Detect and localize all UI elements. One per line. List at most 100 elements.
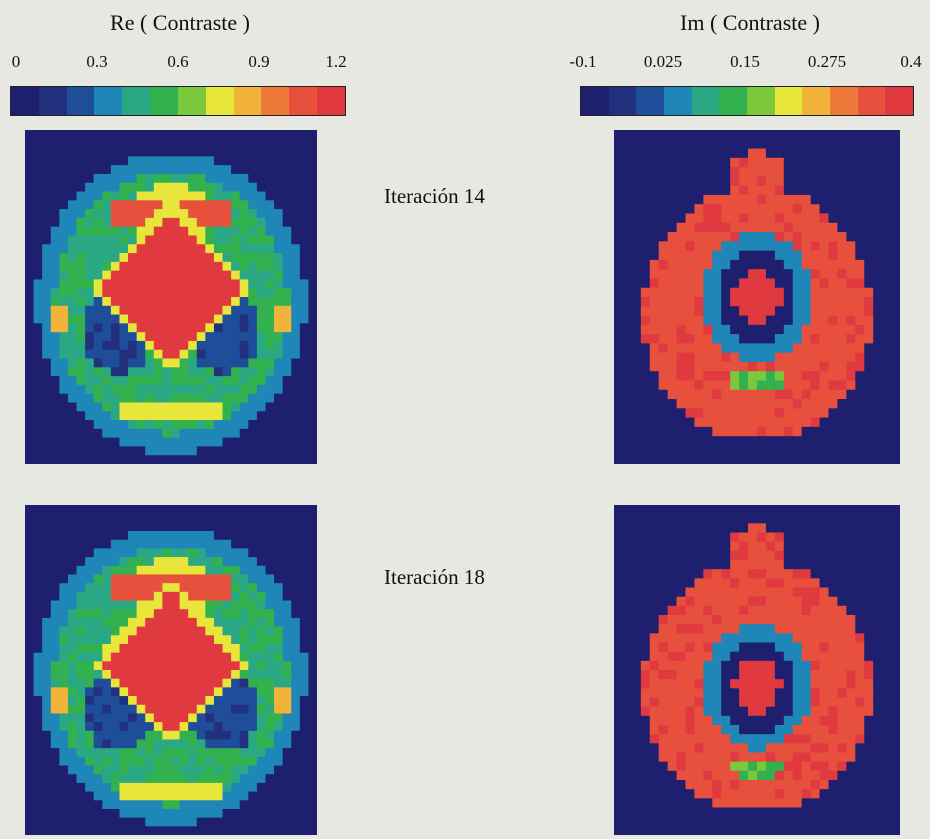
heatmap-cell [774, 222, 785, 233]
heatmap-cell [179, 323, 189, 333]
heatmap-cell [703, 734, 713, 744]
heatmap-cell [179, 297, 189, 307]
heatmap-cell [85, 782, 95, 792]
heatmap-cell [205, 635, 215, 645]
heatmap-cell [67, 130, 77, 140]
heatmap-cell [837, 334, 847, 344]
heatmap-cell [153, 539, 163, 549]
heatmap-cell [102, 209, 112, 219]
heatmap-cell [196, 800, 206, 810]
heatmap-cell [33, 652, 43, 662]
heatmap-cell [640, 269, 651, 279]
heatmap-cell [703, 157, 713, 168]
heatmap-cell [694, 569, 704, 579]
heatmap-cell [882, 417, 892, 428]
heatmap-cell [291, 305, 301, 315]
heatmap-cell [721, 287, 731, 298]
heatmap-cell [265, 522, 275, 532]
heatmap-cell [703, 213, 713, 224]
heatmap-cell [864, 770, 874, 781]
heatmap-cell [873, 725, 883, 735]
heatmap-cell [819, 426, 829, 437]
heatmap-cell [50, 288, 60, 298]
heatmap-cell [93, 147, 103, 157]
heatmap-cell [282, 609, 292, 619]
heatmap-cell [265, 428, 275, 439]
heatmap-cell [119, 557, 129, 567]
heatmap-cell [85, 182, 95, 192]
heatmap-cell [828, 148, 838, 159]
heatmap-cell [67, 332, 77, 342]
heatmap-cell [721, 523, 731, 533]
heatmap-cell [265, 696, 275, 706]
heatmap-cell [864, 725, 874, 735]
heatmap-cell [676, 241, 686, 252]
heatmap-cell [50, 253, 60, 263]
heatmap-cell [828, 408, 838, 419]
heatmap-cell [631, 523, 642, 533]
heatmap-cell [128, 531, 138, 541]
heatmap-cell [828, 343, 838, 354]
heatmap-cell [721, 408, 731, 419]
heatmap-cell [299, 609, 309, 619]
heatmap-cell [153, 565, 163, 575]
heatmap-cell [33, 782, 43, 792]
heatmap-cell [171, 687, 180, 697]
heatmap-cell [730, 222, 740, 233]
heatmap-cell [265, 200, 275, 210]
heatmap-cell [248, 270, 258, 280]
heatmap-cell [864, 445, 874, 456]
heatmap-cell [196, 635, 206, 645]
heatmap-cell [819, 633, 829, 643]
heatmap-cell [658, 371, 669, 381]
heatmap-cell [730, 660, 740, 671]
heatmap-cell [93, 722, 103, 732]
heatmap-cell [136, 349, 146, 359]
heatmap-cell [631, 816, 642, 827]
heatmap-cell [231, 643, 241, 654]
heatmap-cell [196, 652, 206, 662]
heatmap-cell [110, 774, 120, 784]
heatmap-cell [757, 269, 767, 279]
heatmap-cell [667, 752, 677, 763]
heatmap-cell [179, 349, 189, 359]
heatmap-cell [110, 314, 120, 324]
heatmap-cell [76, 244, 86, 254]
heatmap-cell [299, 513, 309, 523]
heatmap-cell [614, 241, 624, 252]
heatmap-cell [205, 253, 215, 263]
heatmap-cell [864, 532, 874, 543]
heatmap-cell [136, 402, 146, 412]
heatmap-cell [739, 250, 749, 261]
heatmap-cell [765, 550, 776, 561]
heatmap-cell [222, 557, 232, 567]
heatmap-cell [222, 791, 232, 801]
heatmap-cell [748, 541, 758, 552]
heatmap-cell [128, 420, 138, 430]
heatmap-cell [676, 550, 686, 561]
heatmap-cell [631, 615, 642, 625]
heatmap-cell [308, 522, 317, 532]
heatmap-cell [873, 541, 883, 552]
heatmap-cell [846, 352, 856, 363]
heatmap-cell [205, 209, 215, 219]
heatmap-cell [685, 436, 695, 446]
heatmap-cell [765, 408, 776, 419]
heatmap-cell [649, 642, 660, 653]
heatmap-cell [171, 147, 180, 157]
heatmap-cell [291, 522, 301, 532]
heatmap-cell [783, 361, 794, 372]
heatmap-cell [256, 791, 266, 801]
heatmap-cell [622, 417, 633, 428]
heatmap-cell [658, 361, 669, 372]
heatmap-cell [739, 157, 749, 168]
heatmap-cell [239, 270, 249, 280]
heatmap-cell [667, 139, 677, 149]
heatmap-cell [658, 269, 669, 279]
heatmap-cell [67, 200, 77, 210]
heatmap-cell [179, 791, 189, 801]
heatmap-cell [774, 130, 785, 140]
heatmap-cell [282, 182, 292, 192]
heatmap-cell [274, 739, 284, 749]
heatmap-cell [640, 541, 651, 552]
